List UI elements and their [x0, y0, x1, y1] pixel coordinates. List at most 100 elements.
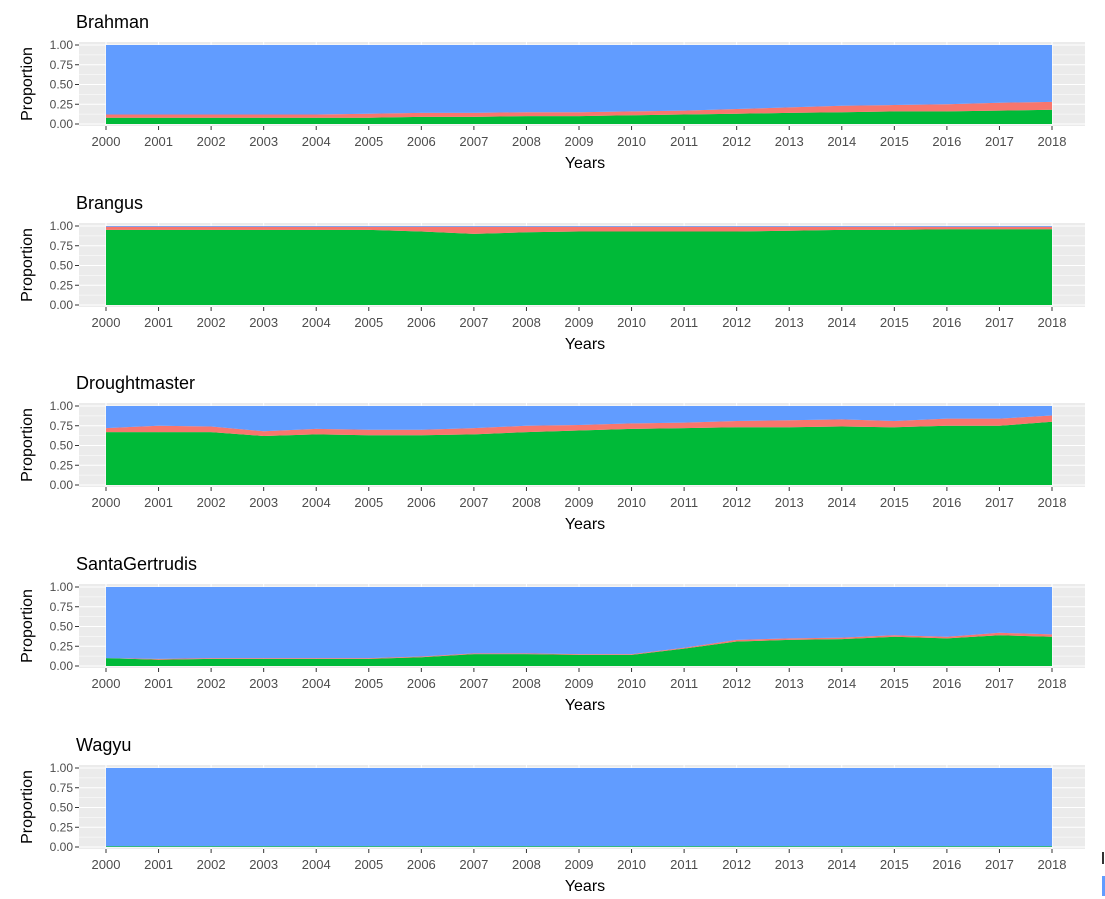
x-tick-label: 2000: [92, 857, 121, 872]
x-tick-label: 2011: [670, 495, 698, 510]
y-tick-label: 0.00: [50, 478, 74, 492]
y-tick-label: 0.00: [50, 659, 74, 673]
x-tick-label: 2014: [827, 495, 856, 510]
x-tick-label: 2010: [617, 857, 646, 872]
area-series-green: [106, 421, 1052, 485]
y-axis-title: Proportion: [19, 770, 36, 844]
y-tick-label: 0.50: [50, 620, 74, 634]
y-tick-label: 1.00: [50, 219, 74, 233]
x-tick-label: 2013: [775, 495, 804, 510]
y-tick-label: 0.00: [50, 298, 74, 312]
y-tick-label: 0.75: [50, 239, 74, 253]
x-axis-title: Years: [565, 878, 605, 895]
x-tick-label: 2005: [354, 315, 383, 330]
x-tick-label: 2005: [354, 676, 383, 691]
x-tick-label: 2007: [459, 134, 488, 149]
x-tick-label: 2012: [722, 676, 751, 691]
x-tick-label: 2018: [1038, 315, 1067, 330]
x-tick-label: 2016: [932, 495, 961, 510]
x-tick-label: 2015: [880, 315, 909, 330]
x-tick-label: 2009: [565, 495, 594, 510]
area-series-green: [106, 109, 1052, 124]
area-series-red: [106, 415, 1052, 436]
x-axis-title: Years: [565, 697, 605, 714]
y-tick-label: 1.00: [50, 399, 74, 413]
x-tick-label: 2015: [880, 857, 909, 872]
y-tick-label: 0.00: [50, 117, 74, 131]
x-tick-label: 2014: [827, 315, 856, 330]
y-tick-label: 0.50: [50, 78, 74, 92]
area-series-blue: [106, 587, 1052, 659]
x-tick-label: 2009: [565, 857, 594, 872]
x-tick-label: 2006: [407, 315, 436, 330]
chart-facet-brahman: Brahman 0.00 0.25 0.50 0.75 1.00 2000 2001 2002 2…: [19, 12, 1085, 172]
y-tick-label: 0.50: [50, 439, 74, 453]
x-tick-label: 2008: [512, 495, 541, 510]
x-tick-label: 2002: [197, 857, 226, 872]
x-tick-label: 2010: [617, 315, 646, 330]
chart-title: Droughtmaster: [76, 373, 195, 393]
area-series-blue: [106, 768, 1052, 847]
y-tick-label: 1.00: [50, 761, 74, 775]
area-series-blue: [106, 406, 1052, 432]
x-tick-label: 2002: [197, 134, 226, 149]
x-tick-label: 2006: [407, 495, 436, 510]
y-tick-label: 0.75: [50, 419, 74, 433]
x-tick-label: 2012: [722, 495, 751, 510]
x-tick-label: 2003: [249, 495, 278, 510]
chart-facet-wagyu: Wagyu 0.00 0.25 0.50 0.75 1.00 2000 2001 2002 200…: [19, 735, 1085, 895]
x-tick-label: 2008: [512, 134, 541, 149]
x-tick-label: 2000: [92, 134, 121, 149]
y-tick-label: 0.25: [50, 458, 74, 472]
area-series-red: [106, 226, 1052, 234]
x-tick-label: 2004: [302, 857, 331, 872]
area-series-green: [106, 846, 1052, 847]
x-tick-label: 2006: [407, 676, 436, 691]
x-tick-label: 2017: [985, 315, 1014, 330]
x-tick-label: 2002: [197, 315, 226, 330]
y-tick-label: 0.25: [50, 278, 74, 292]
area-series-blue: [106, 226, 1052, 227]
x-tick-label: 2017: [985, 857, 1014, 872]
x-tick-label: 2001: [144, 857, 173, 872]
x-tick-label: 2015: [880, 134, 909, 149]
x-axis-title: Years: [565, 336, 605, 353]
x-tick-label: 2003: [249, 676, 278, 691]
x-tick-label: 2001: [144, 134, 173, 149]
chart-title: Brangus: [76, 193, 143, 213]
x-tick-label: 2017: [985, 676, 1014, 691]
x-tick-label: 2003: [249, 315, 278, 330]
chart-title: Brahman: [76, 12, 149, 32]
x-tick-label: 2005: [354, 495, 383, 510]
x-tick-label: 2018: [1038, 857, 1067, 872]
x-tick-label: 2007: [459, 857, 488, 872]
x-tick-label: 2009: [565, 676, 594, 691]
x-tick-label: 2009: [565, 315, 594, 330]
x-tick-label: 2003: [249, 857, 278, 872]
y-tick-label: 0.25: [50, 820, 74, 834]
x-tick-label: 2010: [617, 495, 646, 510]
x-tick-label: 2008: [512, 676, 541, 691]
x-tick-label: 2013: [775, 857, 804, 872]
x-tick-label: 2011: [670, 134, 698, 149]
x-tick-label: 2004: [302, 134, 331, 149]
x-tick-label: 2018: [1038, 676, 1067, 691]
x-tick-label: 2016: [932, 857, 961, 872]
x-tick-label: 2017: [985, 495, 1014, 510]
y-tick-label: 0.00: [50, 840, 74, 854]
y-axis-title: Proportion: [19, 228, 36, 302]
x-tick-label: 2014: [827, 676, 856, 691]
y-tick-label: 0.75: [50, 600, 74, 614]
x-tick-label: 2004: [302, 315, 331, 330]
x-tick-label: 2012: [722, 315, 751, 330]
x-tick-label: 2004: [302, 495, 331, 510]
x-tick-label: 2016: [932, 134, 961, 149]
x-tick-label: 2015: [880, 495, 909, 510]
x-tick-label: 2004: [302, 676, 331, 691]
x-tick-label: 2011: [670, 857, 698, 872]
x-tick-label: 2013: [775, 315, 804, 330]
x-tick-label: 2018: [1038, 134, 1067, 149]
x-tick-label: 2011: [670, 315, 698, 330]
y-tick-label: 1.00: [50, 580, 74, 594]
